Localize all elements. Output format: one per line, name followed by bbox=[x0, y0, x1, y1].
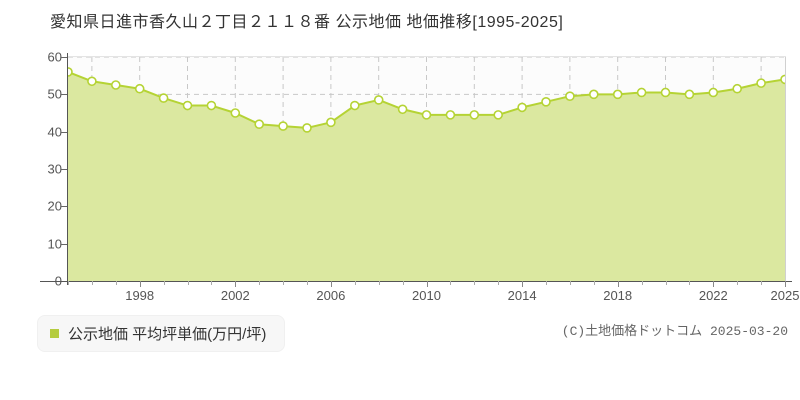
data-point-marker[interactable] bbox=[134, 83, 145, 94]
x-axis-minor-tick bbox=[188, 281, 189, 285]
legend-label: 公示地価 平均坪単価(万円/坪) bbox=[68, 326, 267, 343]
x-axis-minor-tick bbox=[211, 281, 212, 285]
data-point-marker[interactable] bbox=[541, 96, 551, 107]
data-point-marker[interactable] bbox=[493, 110, 504, 120]
x-axis-minor-tick bbox=[68, 281, 69, 285]
y-axis-tick bbox=[61, 244, 68, 245]
y-axis-tick-label: 40 bbox=[47, 124, 62, 140]
data-point-marker[interactable] bbox=[110, 80, 121, 90]
x-axis-tick-label: 2022 bbox=[698, 288, 728, 303]
x-axis-minor-tick bbox=[570, 281, 571, 285]
x-axis-tick-label: 2006 bbox=[316, 288, 346, 303]
x-axis-tick bbox=[331, 281, 332, 287]
data-point-marker[interactable] bbox=[158, 93, 169, 103]
data-point-marker[interactable] bbox=[732, 83, 743, 94]
y-axis-tick bbox=[61, 132, 68, 133]
series-area-fill bbox=[68, 71, 785, 281]
y-axis-labels: 0102030405060 bbox=[18, 0, 62, 400]
data-point-marker[interactable] bbox=[565, 91, 575, 102]
data-point-marker[interactable] bbox=[756, 78, 766, 88]
x-axis-tick bbox=[713, 281, 714, 287]
x-axis-tick bbox=[785, 281, 786, 287]
x-axis-minor-tick bbox=[355, 281, 356, 285]
chart-legend: 公示地価 平均坪単価(万円/坪) bbox=[38, 316, 285, 351]
y-axis-tick-label: 10 bbox=[47, 236, 62, 252]
x-axis-minor-tick bbox=[761, 281, 762, 285]
plot-area bbox=[68, 57, 785, 281]
x-axis-minor-tick bbox=[737, 281, 738, 285]
x-axis-tick-label: 1998 bbox=[125, 288, 155, 303]
data-point-marker[interactable] bbox=[445, 110, 456, 120]
x-axis-tick-label: 2014 bbox=[507, 288, 537, 303]
x-axis-minor-tick bbox=[450, 281, 451, 285]
x-axis-tick bbox=[235, 281, 236, 287]
x-axis-tick bbox=[140, 281, 141, 287]
x-axis-minor-tick bbox=[379, 281, 380, 285]
credit-text: (C)土地価格ドットコム 2025-03-20 bbox=[561, 324, 788, 339]
x-axis-minor-tick bbox=[283, 281, 284, 285]
data-point-marker[interactable] bbox=[230, 108, 241, 118]
data-point-marker[interactable] bbox=[278, 121, 288, 131]
y-axis-tick-label: 30 bbox=[47, 161, 62, 177]
data-point-marker[interactable] bbox=[254, 119, 264, 129]
x-axis-minor-tick bbox=[498, 281, 499, 285]
data-point-marker[interactable] bbox=[206, 100, 217, 111]
plot-top-border bbox=[68, 56, 786, 57]
y-axis-line bbox=[67, 53, 68, 285]
data-point-marker[interactable] bbox=[373, 95, 384, 105]
x-axis-minor-tick bbox=[92, 281, 93, 285]
page-title: 愛知県日進市香久山２丁目２１１８番 公示地価 地価推移[1995-2025] bbox=[50, 14, 564, 31]
y-axis-tick bbox=[61, 94, 68, 95]
x-axis-tick-label: 2025 bbox=[770, 288, 800, 303]
data-point-marker[interactable] bbox=[182, 100, 193, 111]
data-point-marker[interactable] bbox=[636, 87, 647, 98]
data-point-marker[interactable] bbox=[68, 67, 73, 77]
y-axis-tick-label: 20 bbox=[47, 198, 62, 214]
x-axis-minor-tick bbox=[689, 281, 690, 285]
data-point-marker[interactable] bbox=[397, 104, 408, 115]
plot-right-border bbox=[785, 57, 786, 281]
x-axis-minor-tick bbox=[594, 281, 595, 285]
x-axis-minor-tick bbox=[259, 281, 260, 285]
y-axis-tick-label: 50 bbox=[47, 86, 62, 102]
legend-swatch-icon bbox=[50, 329, 59, 338]
data-point-marker[interactable] bbox=[708, 87, 719, 98]
x-axis-tick-label: 2002 bbox=[220, 288, 250, 303]
x-axis-minor-tick bbox=[307, 281, 308, 285]
data-point-marker[interactable] bbox=[349, 100, 360, 111]
x-axis-tick-label: 2018 bbox=[603, 288, 633, 303]
x-axis-line bbox=[40, 281, 792, 282]
data-point-marker[interactable] bbox=[588, 89, 599, 100]
x-axis-minor-tick bbox=[403, 281, 404, 285]
y-axis-tick-label: 60 bbox=[47, 49, 62, 65]
x-axis-tick bbox=[522, 281, 523, 287]
x-axis-tick bbox=[427, 281, 428, 287]
series-area-chart bbox=[68, 67, 785, 281]
y-axis-tick bbox=[61, 57, 68, 58]
x-axis-tick-label: 2010 bbox=[412, 288, 441, 303]
x-axis-minor-tick bbox=[666, 281, 667, 285]
x-axis-minor-tick bbox=[642, 281, 643, 285]
x-axis-minor-tick bbox=[474, 281, 475, 285]
x-axis-tick bbox=[618, 281, 619, 287]
x-axis-minor-tick bbox=[546, 281, 547, 285]
data-point-marker[interactable] bbox=[469, 110, 480, 120]
data-point-marker[interactable] bbox=[326, 117, 336, 128]
data-point-marker[interactable] bbox=[684, 89, 695, 100]
data-point-marker[interactable] bbox=[612, 89, 623, 100]
y-axis-tick bbox=[61, 169, 68, 170]
data-point-marker[interactable] bbox=[660, 87, 671, 98]
data-point-marker[interactable] bbox=[421, 110, 432, 120]
data-point-marker[interactable] bbox=[87, 76, 97, 87]
x-axis-minor-tick bbox=[164, 281, 165, 285]
x-axis-minor-tick bbox=[116, 281, 117, 285]
data-point-marker[interactable] bbox=[302, 123, 312, 133]
data-point-marker[interactable] bbox=[517, 102, 527, 113]
data-point-marker[interactable] bbox=[780, 74, 785, 85]
y-axis-tick bbox=[61, 206, 68, 207]
